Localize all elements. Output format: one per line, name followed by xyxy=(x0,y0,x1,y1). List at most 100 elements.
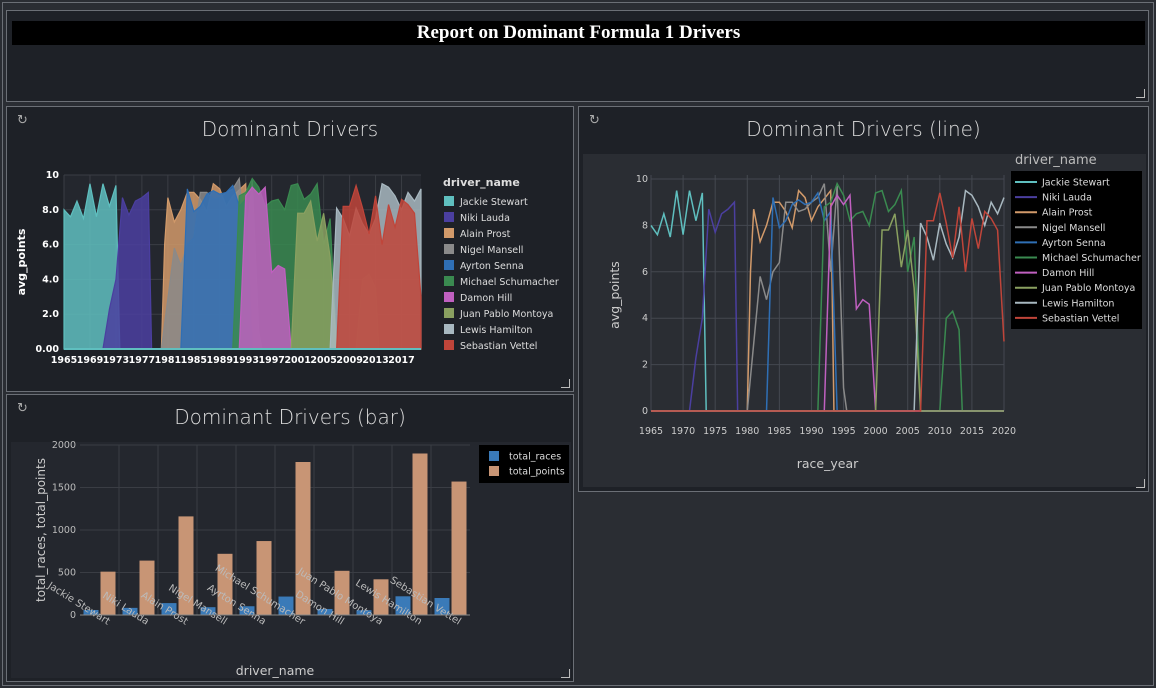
line-series-ayrton-senna xyxy=(651,191,1004,412)
line-series-niki-lauda xyxy=(651,200,1004,412)
area-legend-item: Jackie Stewart xyxy=(459,197,528,208)
area-y-tick-label: 8.0 xyxy=(42,205,59,216)
bar-total-points xyxy=(451,481,467,615)
area-legend-item: Michael Schumacher xyxy=(460,277,559,288)
area-legend-swatch xyxy=(444,228,454,238)
bar-legend-swatch xyxy=(489,451,499,461)
area-legend-title: driver_name xyxy=(443,176,520,189)
line-y-tick-label: 0 xyxy=(642,406,648,417)
area-chart: 1965 1969 1973 1977 1981 1985 1989 1993 1997 2001… xyxy=(15,170,559,366)
area-y-tick-label: 10 xyxy=(46,170,60,181)
area-x-tick-label: 1965 xyxy=(51,355,77,366)
line-y-tick-label: 6 xyxy=(642,267,648,278)
refresh-icon[interactable]: ↻ xyxy=(17,113,28,128)
line-legend-item: Damon Hill xyxy=(1042,268,1094,279)
line-y-tick-label: 4 xyxy=(642,313,648,324)
resize-handle-icon[interactable] xyxy=(561,379,570,388)
area-series-niki-lauda xyxy=(102,191,153,350)
area-x-tick-label: 1997 xyxy=(258,355,284,366)
area-legend-item: Sebastian Vettel xyxy=(460,341,537,352)
bar-total-races xyxy=(161,603,177,615)
resize-handle-icon[interactable] xyxy=(1136,89,1145,98)
line-y-tick-label: 2 xyxy=(642,360,648,371)
resize-handle-icon[interactable] xyxy=(561,669,570,678)
area-chart-title: Dominant Drivers xyxy=(201,117,379,141)
line-legend-item: Niki Lauda xyxy=(1042,193,1092,204)
bar-total-races xyxy=(395,596,411,615)
line-x-tick-label: 1995 xyxy=(831,426,855,437)
area-legend-swatch xyxy=(444,244,454,254)
area-x-tick-label: 1989 xyxy=(207,355,233,366)
line-series-sebastian-vettel xyxy=(651,192,1005,412)
area-y-tick-label: 2.0 xyxy=(42,309,59,320)
area-legend-item: Ayrton Senna xyxy=(460,261,524,272)
line-series-alain-prost xyxy=(651,188,1004,412)
area-x-tick-label: 1985 xyxy=(181,355,207,366)
line-x-tick-label: 1985 xyxy=(767,426,791,437)
area-legend-item: Niki Lauda xyxy=(460,213,510,224)
bar-total-points xyxy=(334,570,350,615)
line-legend-item: Sebastian Vettel xyxy=(1042,313,1119,324)
line-x-tick-label: 1965 xyxy=(639,426,663,437)
area-y-tick-label: 4.0 xyxy=(42,274,59,285)
area-legend-swatch xyxy=(444,212,454,222)
bar-chart-panel: ↻ Dominant Drivers (bar) 0 500 1000 1500 200… xyxy=(6,394,574,682)
line-x-tick-label: 2020 xyxy=(992,426,1016,437)
line-series-juan-pablo-montoya xyxy=(651,213,1004,412)
area-legend-swatch xyxy=(444,260,454,270)
area-legend-swatch xyxy=(444,276,454,286)
line-legend-item: Jackie Stewart xyxy=(1041,178,1110,189)
refresh-icon[interactable]: ↻ xyxy=(589,113,600,128)
area-y-tick-label: 6.0 xyxy=(42,240,59,251)
line-y-tick-label: 8 xyxy=(642,220,648,231)
resize-handle-icon[interactable] xyxy=(1136,479,1145,488)
line-legend-item: Lewis Hamilton xyxy=(1042,298,1114,309)
line-series-lewis-hamilton xyxy=(651,189,1005,412)
line-legend-item: Nigel Mansell xyxy=(1042,223,1105,234)
area-x-tick-label: 2005 xyxy=(310,355,336,366)
bar-total-races xyxy=(122,607,138,615)
line-y-axis-label: avg_points xyxy=(607,261,622,329)
bar-total-races xyxy=(317,608,333,615)
area-legend-swatch xyxy=(444,196,454,206)
line-legend-item: Michael Schumacher xyxy=(1042,253,1141,264)
line-series-jackie-stewart xyxy=(650,190,1004,412)
line-legend-item: Alain Prost xyxy=(1042,208,1093,219)
bar-total-points xyxy=(373,579,389,615)
area-series-sebastian-vettel xyxy=(335,183,422,350)
line-y-tick-label: 10 xyxy=(636,174,648,185)
area-chart-panel: ↻ Dominant Drivers 1965 1969 1973 1977 1981 1… xyxy=(6,106,574,392)
bar-total-points xyxy=(100,571,116,615)
line-series-nigel-mansell xyxy=(651,183,1004,412)
area-y-tick-label: 0.00 xyxy=(36,344,60,355)
bar-y-tick-label: 0 xyxy=(70,610,76,621)
refresh-icon[interactable]: ↻ xyxy=(17,401,28,416)
area-legend-item: Alain Prost xyxy=(460,229,511,240)
area-x-tick-label: 2013 xyxy=(362,355,388,366)
line-x-axis-label: race_year xyxy=(797,456,859,471)
bar-legend-item: total_races xyxy=(509,452,561,463)
area-x-tick-label: 2009 xyxy=(336,355,362,366)
area-legend-item: Lewis Hamilton xyxy=(460,325,532,336)
line-legend-item: Juan Pablo Montoya xyxy=(1041,283,1135,294)
report-title: Report on Dominant Formula 1 Drivers xyxy=(12,21,1145,45)
line-x-tick-label: 2000 xyxy=(864,426,888,437)
bar-total-races xyxy=(278,596,294,615)
bar-total-points xyxy=(139,560,155,615)
line-x-tick-label: 1970 xyxy=(671,426,695,437)
bar-y-tick-label: 500 xyxy=(58,568,76,579)
area-legend-swatch xyxy=(444,308,454,318)
bar-y-tick-label: 1500 xyxy=(52,483,76,494)
bar-total-points xyxy=(178,516,194,615)
area-legend-item: Damon Hill xyxy=(460,293,512,304)
bar-total-races xyxy=(434,598,450,615)
bar-total-points xyxy=(412,453,428,615)
bar-x-axis-label: driver_name xyxy=(236,663,315,678)
bar-y-tick-label: 1000 xyxy=(52,525,76,536)
bar-y-tick-label: 2000 xyxy=(52,440,76,451)
area-series-damon-hill xyxy=(238,185,292,350)
bar-chart-title: Dominant Drivers (bar) xyxy=(174,405,406,429)
line-chart: 1965 1970 1975 1980 1985 1990 1995 2000 2005 2010… xyxy=(583,153,1146,487)
line-chart-panel: ↻ Dominant Drivers (line) 1965 1970 1975 19… xyxy=(578,106,1149,492)
